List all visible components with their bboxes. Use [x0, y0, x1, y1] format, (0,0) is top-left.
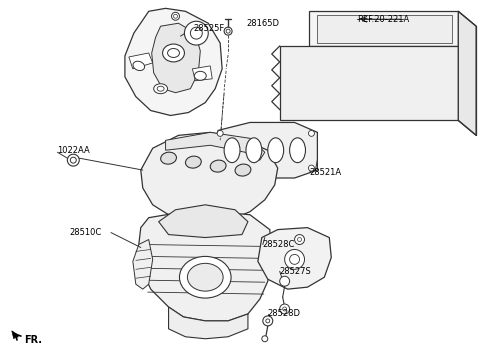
Ellipse shape: [185, 156, 201, 168]
Text: 28525F: 28525F: [193, 24, 225, 33]
Polygon shape: [280, 46, 458, 121]
Text: FR.: FR.: [24, 335, 42, 345]
Polygon shape: [168, 307, 248, 339]
Circle shape: [224, 27, 232, 35]
Circle shape: [285, 250, 304, 269]
Polygon shape: [317, 15, 452, 43]
Ellipse shape: [194, 71, 206, 80]
Polygon shape: [458, 11, 476, 135]
Text: 28165D: 28165D: [246, 19, 279, 28]
Ellipse shape: [180, 256, 231, 298]
Polygon shape: [139, 210, 272, 321]
Circle shape: [289, 255, 300, 264]
Ellipse shape: [163, 44, 184, 62]
Circle shape: [67, 154, 79, 166]
Circle shape: [262, 336, 268, 342]
Circle shape: [266, 319, 270, 323]
Circle shape: [309, 130, 314, 136]
Ellipse shape: [187, 264, 223, 291]
Polygon shape: [192, 66, 212, 81]
Circle shape: [217, 165, 223, 171]
Circle shape: [171, 12, 180, 20]
Ellipse shape: [157, 86, 164, 91]
Circle shape: [184, 21, 208, 45]
Circle shape: [226, 29, 230, 33]
Polygon shape: [125, 8, 222, 116]
Ellipse shape: [161, 152, 177, 164]
Polygon shape: [310, 11, 458, 46]
Ellipse shape: [154, 84, 168, 94]
Ellipse shape: [224, 138, 240, 163]
Polygon shape: [133, 239, 153, 289]
Ellipse shape: [133, 61, 144, 71]
Ellipse shape: [246, 138, 262, 163]
Polygon shape: [152, 23, 200, 93]
Circle shape: [71, 157, 76, 163]
Text: 28521A: 28521A: [310, 168, 342, 177]
Ellipse shape: [168, 48, 180, 57]
Polygon shape: [258, 228, 331, 289]
Text: 28527S: 28527S: [280, 267, 312, 276]
Ellipse shape: [289, 138, 305, 163]
Circle shape: [283, 307, 287, 311]
Text: 1022AA: 1022AA: [58, 146, 90, 155]
Circle shape: [217, 130, 223, 136]
Text: 28510C: 28510C: [69, 228, 102, 237]
Text: 28528C: 28528C: [263, 240, 295, 249]
Circle shape: [309, 165, 314, 171]
Ellipse shape: [210, 160, 226, 172]
Ellipse shape: [268, 138, 284, 163]
Polygon shape: [166, 132, 265, 160]
Text: 28528D: 28528D: [268, 309, 301, 318]
Text: REF.20-221A: REF.20-221A: [357, 15, 409, 24]
Polygon shape: [12, 331, 18, 339]
Circle shape: [173, 14, 178, 18]
Circle shape: [298, 238, 301, 242]
Polygon shape: [129, 53, 153, 69]
Polygon shape: [210, 122, 317, 178]
Circle shape: [191, 27, 202, 39]
Circle shape: [295, 234, 304, 244]
Circle shape: [280, 276, 289, 286]
Ellipse shape: [235, 164, 251, 176]
Polygon shape: [141, 132, 278, 225]
Circle shape: [280, 304, 289, 314]
Circle shape: [263, 316, 273, 326]
Polygon shape: [158, 205, 248, 238]
